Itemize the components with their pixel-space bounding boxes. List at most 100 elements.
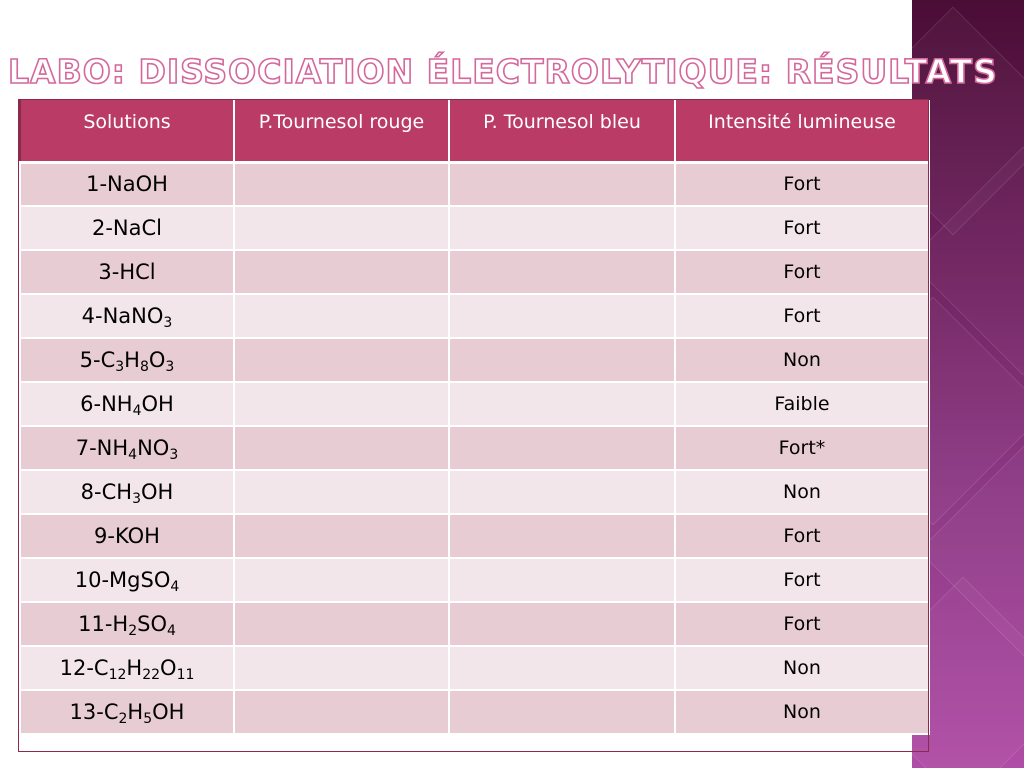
tournesol-rouge-cell	[233, 513, 450, 559]
solution-cell: 2-NaCl	[19, 205, 235, 251]
tournesol-bleu-cell	[448, 293, 676, 339]
formula-text: O	[160, 656, 177, 680]
results-table-body: 1-NaOH Fort 2-NaCl Fort 3-HCl Fort 4-NaNO3 Fort…	[19, 161, 930, 735]
tournesol-bleu-cell	[448, 601, 676, 647]
solution-cell: 4-NaNO3	[19, 293, 235, 339]
intensite-cell: Fort	[674, 513, 930, 559]
intensite-cell: Fort	[674, 249, 930, 295]
formula-text: 4-NaNO	[81, 304, 164, 328]
header-solutions: Solutions	[19, 100, 235, 164]
intensite-cell: Non	[674, 469, 930, 515]
formula-text: O	[148, 348, 166, 372]
formula-subscript: 11	[176, 667, 195, 683]
tournesol-bleu-cell	[448, 689, 676, 735]
table-row: 2-NaCl Fort	[19, 205, 930, 251]
formula-text: 5-C	[79, 348, 116, 372]
formula-text: H	[126, 656, 143, 680]
solution-cell: 1-NaOH	[19, 161, 235, 207]
formula-subscript: 3	[169, 447, 179, 463]
formula-text: OH	[141, 480, 174, 504]
intensite-cell: Fort*	[674, 425, 930, 471]
tournesol-rouge-cell	[233, 337, 450, 383]
table-row: 4-NaNO3 Fort	[19, 293, 930, 339]
formula-text: H	[124, 348, 140, 372]
tournesol-bleu-cell	[448, 513, 676, 559]
tournesol-rouge-cell	[233, 293, 450, 339]
formula-text: 2-NaCl	[91, 216, 162, 240]
formula-text: H	[127, 700, 144, 724]
table-row: 9-KOH Fort	[19, 513, 930, 559]
table-row: 1-NaOH Fort	[19, 161, 930, 207]
formula-text: 9-KOH	[94, 524, 160, 548]
table-row: 8-CH3OH Non	[19, 469, 930, 515]
table-row: 12-C12H22O11 Non	[19, 645, 930, 691]
solution-cell: 5-C3H8O3	[19, 337, 235, 383]
formula-subscript: 3	[165, 359, 175, 375]
formula-text: 7-NH	[75, 436, 129, 460]
intensite-cell: Faible	[674, 381, 930, 427]
tournesol-rouge-cell	[233, 645, 450, 691]
tournesol-bleu-cell	[448, 249, 676, 295]
intensite-cell: Fort	[674, 205, 930, 251]
tournesol-bleu-cell	[448, 469, 676, 515]
table-row: 7-NH4NO3 Fort*	[19, 425, 930, 471]
tournesol-rouge-cell	[233, 161, 450, 207]
solution-cell: 8-CH3OH	[19, 469, 235, 515]
formula-text: OH	[141, 392, 174, 416]
intensite-cell: Fort	[674, 557, 930, 603]
intensite-cell: Fort	[674, 161, 930, 207]
formula-text: SO	[137, 612, 167, 636]
formula-text: OH	[152, 700, 185, 724]
formula-text: 12-C	[59, 656, 109, 680]
table-row: 5-C3H8O3 Non	[19, 337, 930, 383]
formula-subscript: 8	[139, 359, 149, 375]
formula-subscript: 4	[132, 403, 142, 419]
intensite-cell: Fort	[674, 293, 930, 339]
table-header-row: Solutions P.Tournesol rouge P. Tournesol…	[19, 100, 930, 164]
formula-subscript: 12	[108, 667, 127, 683]
decorative-side-band	[912, 0, 1024, 768]
slide-title: Labo: Dissociation électrolytique: Résul…	[7, 51, 998, 92]
table-row: 10-MgSO4 Fort	[19, 557, 930, 603]
tournesol-rouge-cell	[233, 249, 450, 295]
solution-cell: 7-NH4NO3	[19, 425, 235, 471]
solution-cell: 9-KOH	[19, 513, 235, 559]
formula-text: 13-C	[69, 700, 119, 724]
formula-text: 8-CH	[80, 480, 133, 504]
formula-subscript: 3	[132, 491, 141, 507]
tournesol-rouge-cell	[233, 425, 450, 471]
formula-text: 6-NH	[80, 392, 133, 416]
solution-cell: 6-NH4OH	[19, 381, 235, 427]
tournesol-bleu-cell	[448, 425, 676, 471]
tournesol-rouge-cell	[233, 601, 450, 647]
tournesol-bleu-cell	[448, 337, 676, 383]
tournesol-bleu-cell	[448, 381, 676, 427]
tournesol-rouge-cell	[233, 205, 450, 251]
tournesol-bleu-cell	[448, 161, 676, 207]
results-table: Solutions P.Tournesol rouge P. Tournesol…	[19, 100, 930, 735]
intensite-cell: Non	[674, 337, 930, 383]
tournesol-rouge-cell	[233, 689, 450, 735]
tournesol-bleu-cell	[448, 557, 676, 603]
tournesol-bleu-cell	[448, 645, 676, 691]
formula-subscript: 2	[128, 623, 138, 639]
formula-subscript: 4	[170, 579, 180, 595]
tournesol-rouge-cell	[233, 381, 450, 427]
table-row: 6-NH4OH Faible	[19, 381, 930, 427]
solution-cell: 11-H2SO4	[19, 601, 235, 647]
formula-text: NO	[137, 436, 170, 460]
intensite-cell: Fort	[674, 601, 930, 647]
formula-subscript: 4	[166, 623, 176, 639]
solution-cell: 10-MgSO4	[19, 557, 235, 603]
tournesol-rouge-cell	[233, 557, 450, 603]
intensite-cell: Non	[674, 689, 930, 735]
header-tournesol-rouge: P.Tournesol rouge	[233, 100, 450, 164]
formula-subscript: 22	[142, 667, 161, 683]
formula-subscript: 3	[163, 315, 173, 331]
table-row: 11-H2SO4 Fort	[19, 601, 930, 647]
formula-text: 11-H	[78, 612, 129, 636]
header-tournesol-bleu: P. Tournesol bleu	[448, 100, 676, 164]
formula-subscript: 2	[118, 711, 128, 727]
formula-subscript: 3	[115, 359, 125, 375]
solution-cell: 12-C12H22O11	[19, 645, 235, 691]
